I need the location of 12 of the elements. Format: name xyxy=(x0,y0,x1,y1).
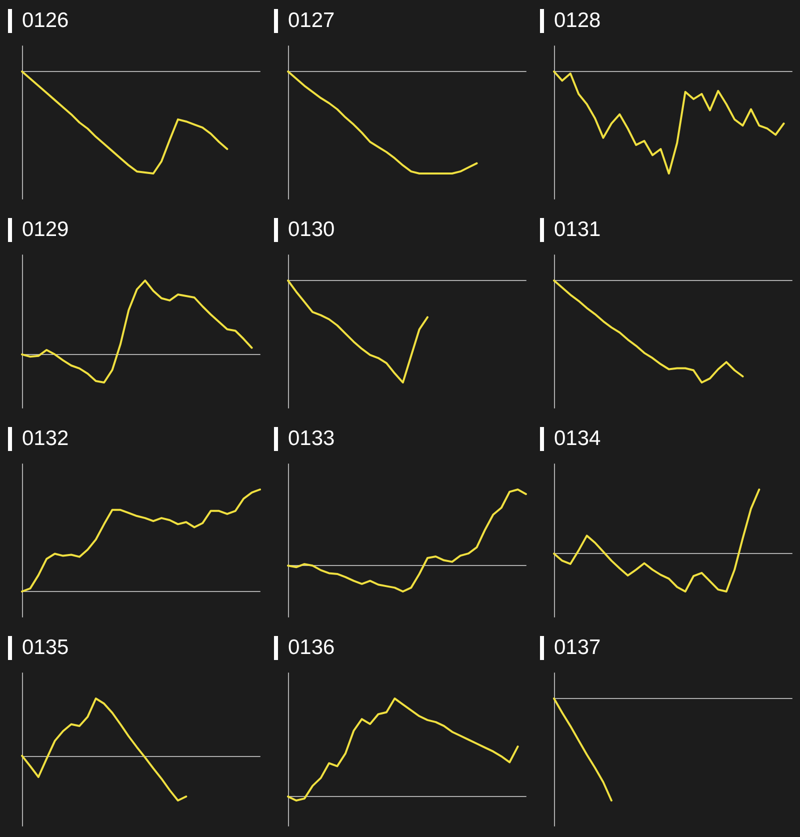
chart-title: 0126 xyxy=(22,9,69,33)
chart-title: 0129 xyxy=(22,218,69,242)
chart-title: 0132 xyxy=(22,427,69,451)
chart-title: 0127 xyxy=(288,9,335,33)
chart-title: 0130 xyxy=(288,218,335,242)
chart-title: 0136 xyxy=(288,636,335,660)
chart-title: 0133 xyxy=(288,427,335,451)
chart-title: 0134 xyxy=(554,427,601,451)
chart-title: 0135 xyxy=(22,636,69,660)
chart-title: 0131 xyxy=(554,218,601,242)
chart-title: 0128 xyxy=(554,9,601,33)
chart-title: 0137 xyxy=(554,636,601,660)
